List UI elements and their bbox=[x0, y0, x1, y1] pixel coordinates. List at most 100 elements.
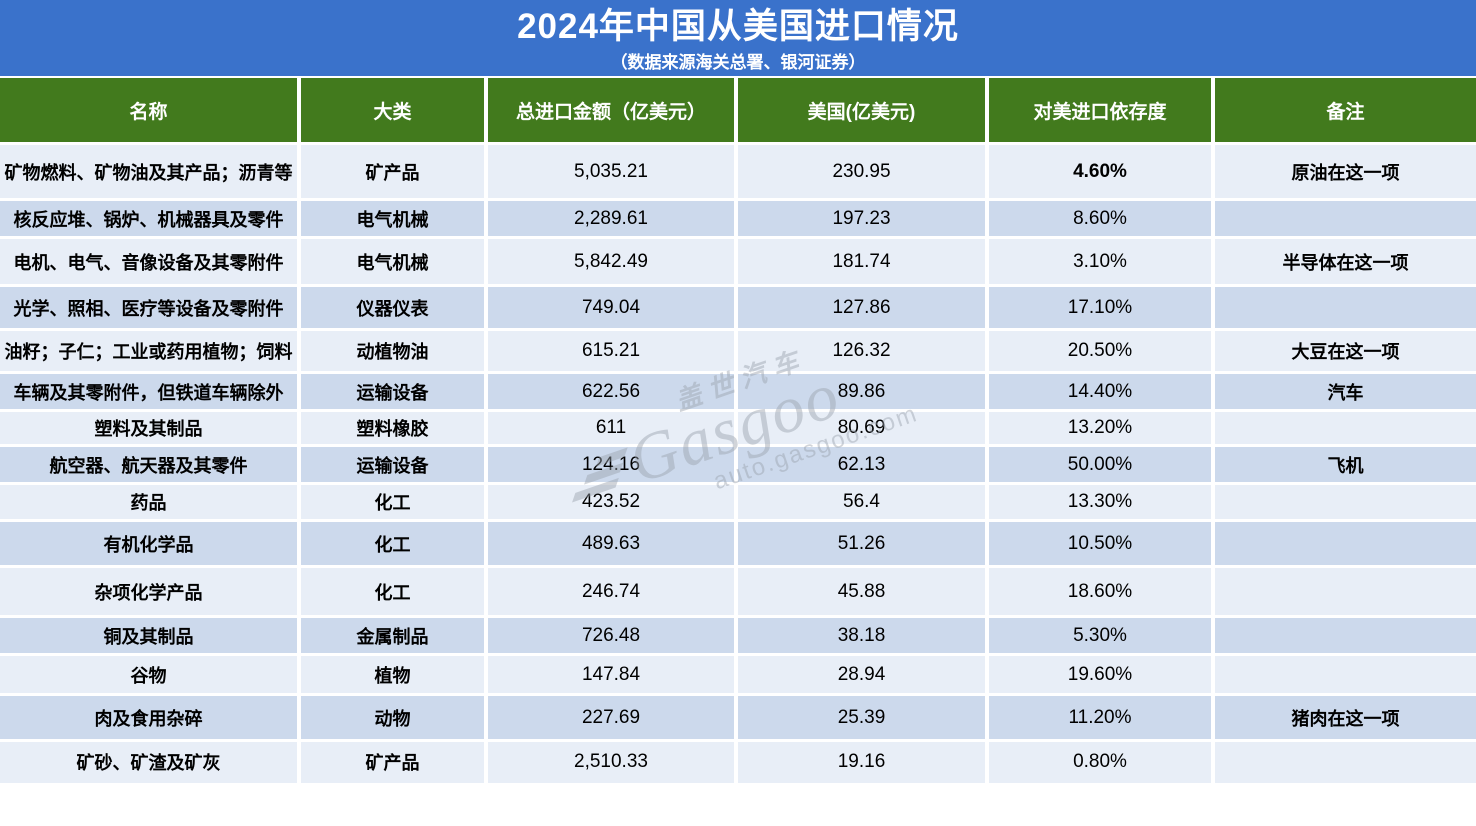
cell-category: 电气机械 bbox=[297, 198, 488, 239]
column-header-us: 美国(亿美元) bbox=[734, 78, 989, 145]
table-row: 矿砂、矿渣及矿灰 矿产品 2,510.33 19.16 0.80% bbox=[0, 739, 1476, 783]
cell-us: 230.95 bbox=[734, 142, 989, 201]
cell-name: 有机化学品 bbox=[0, 519, 301, 568]
cell-total: 423.52 bbox=[484, 482, 738, 522]
cell-note bbox=[1211, 615, 1476, 656]
table-row: 核反应堆、锅炉、机械器具及零件 电气机械 2,289.61 197.23 8.60% bbox=[0, 198, 1476, 239]
table-row: 车辆及其零附件，但铁道车辆除外 运输设备 622.56 89.86 14.40% 汽车 bbox=[0, 371, 1476, 412]
table-row: 电机、电气、音像设备及其零附件 电气机械 5,842.49 181.74 3.10% 半导… bbox=[0, 236, 1476, 287]
cell-note: 大豆在这一项 bbox=[1211, 328, 1476, 374]
cell-category: 仪器仪表 bbox=[297, 284, 488, 331]
cell-dependency: 13.20% bbox=[985, 409, 1215, 447]
cell-dependency: 5.30% bbox=[985, 615, 1215, 656]
cell-category: 化工 bbox=[297, 519, 488, 568]
cell-total: 227.69 bbox=[484, 693, 738, 742]
cell-dependency: 4.60% bbox=[985, 142, 1215, 201]
cell-total: 2,289.61 bbox=[484, 198, 738, 239]
column-header-total: 总进口金额（亿美元） bbox=[484, 78, 738, 145]
cell-total: 622.56 bbox=[484, 371, 738, 412]
cell-total: 489.63 bbox=[484, 519, 738, 568]
title-banner: 2024年中国从美国进口情况 （数据来源海关总署、银河证券） bbox=[0, 0, 1476, 76]
table-row: 铜及其制品 金属制品 726.48 38.18 5.30% bbox=[0, 615, 1476, 656]
cell-category: 塑料橡胶 bbox=[297, 409, 488, 447]
table-header-row: 名称 大类 总进口金额（亿美元） 美国(亿美元) 对美进口依存度 备注 bbox=[0, 78, 1476, 145]
cell-name: 谷物 bbox=[0, 653, 301, 696]
column-header-category: 大类 bbox=[297, 78, 488, 145]
cell-dependency: 17.10% bbox=[985, 284, 1215, 331]
cell-dependency: 20.50% bbox=[985, 328, 1215, 374]
cell-us: 127.86 bbox=[734, 284, 989, 331]
cell-total: 726.48 bbox=[484, 615, 738, 656]
cell-name: 油籽；子仁；工业或药用植物；饲料 bbox=[0, 328, 301, 374]
cell-note: 原油在这一项 bbox=[1211, 142, 1476, 201]
cell-name: 核反应堆、锅炉、机械器具及零件 bbox=[0, 198, 301, 239]
table-row: 药品 化工 423.52 56.4 13.30% bbox=[0, 482, 1476, 522]
column-header-dependency: 对美进口依存度 bbox=[985, 78, 1215, 145]
cell-us: 38.18 bbox=[734, 615, 989, 656]
cell-total: 147.84 bbox=[484, 653, 738, 696]
table-row: 光学、照相、医疗等设备及零附件 仪器仪表 749.04 127.86 17.10% bbox=[0, 284, 1476, 331]
cell-note: 半导体在这一项 bbox=[1211, 236, 1476, 287]
cell-dependency: 14.40% bbox=[985, 371, 1215, 412]
cell-total: 246.74 bbox=[484, 565, 738, 618]
table-row: 杂项化学产品 化工 246.74 45.88 18.60% bbox=[0, 565, 1476, 618]
cell-category: 矿产品 bbox=[297, 142, 488, 201]
cell-category: 运输设备 bbox=[297, 371, 488, 412]
cell-us: 62.13 bbox=[734, 444, 989, 485]
cell-dependency: 3.10% bbox=[985, 236, 1215, 287]
cell-category: 植物 bbox=[297, 653, 488, 696]
cell-us: 45.88 bbox=[734, 565, 989, 618]
page-subtitle: （数据来源海关总署、银河证券） bbox=[610, 53, 866, 72]
cell-note bbox=[1211, 284, 1476, 331]
cell-category: 动植物油 bbox=[297, 328, 488, 374]
cell-dependency: 8.60% bbox=[985, 198, 1215, 239]
cell-dependency: 19.60% bbox=[985, 653, 1215, 696]
cell-dependency: 13.30% bbox=[985, 482, 1215, 522]
cell-note: 汽车 bbox=[1211, 371, 1476, 412]
cell-dependency: 18.60% bbox=[985, 565, 1215, 618]
cell-category: 矿产品 bbox=[297, 739, 488, 783]
cell-total: 124.16 bbox=[484, 444, 738, 485]
cell-total: 611 bbox=[484, 409, 738, 447]
cell-us: 56.4 bbox=[734, 482, 989, 522]
cell-name: 肉及食用杂碎 bbox=[0, 693, 301, 742]
cell-us: 28.94 bbox=[734, 653, 989, 696]
cell-category: 化工 bbox=[297, 482, 488, 522]
table-row: 肉及食用杂碎 动物 227.69 25.39 11.20% 猪肉在这一项 bbox=[0, 693, 1476, 742]
cell-note: 飞机 bbox=[1211, 444, 1476, 485]
cell-us: 80.69 bbox=[734, 409, 989, 447]
cell-us: 25.39 bbox=[734, 693, 989, 742]
cell-name: 车辆及其零附件，但铁道车辆除外 bbox=[0, 371, 301, 412]
cell-dependency: 10.50% bbox=[985, 519, 1215, 568]
cell-note bbox=[1211, 198, 1476, 239]
cell-name: 光学、照相、医疗等设备及零附件 bbox=[0, 284, 301, 331]
cell-name: 电机、电气、音像设备及其零附件 bbox=[0, 236, 301, 287]
cell-us: 89.86 bbox=[734, 371, 989, 412]
cell-us: 19.16 bbox=[734, 739, 989, 783]
table-row: 有机化学品 化工 489.63 51.26 10.50% bbox=[0, 519, 1476, 568]
table-row: 油籽；子仁；工业或药用植物；饲料 动植物油 615.21 126.32 20.50% 大豆… bbox=[0, 328, 1476, 374]
cell-note: 猪肉在这一项 bbox=[1211, 693, 1476, 742]
cell-note bbox=[1211, 409, 1476, 447]
cell-category: 运输设备 bbox=[297, 444, 488, 485]
cell-note bbox=[1211, 565, 1476, 618]
column-header-name: 名称 bbox=[0, 78, 301, 145]
cell-name: 杂项化学产品 bbox=[0, 565, 301, 618]
cell-note bbox=[1211, 653, 1476, 696]
cell-us: 126.32 bbox=[734, 328, 989, 374]
cell-total: 5,035.21 bbox=[484, 142, 738, 201]
cell-note bbox=[1211, 739, 1476, 783]
cell-dependency: 50.00% bbox=[985, 444, 1215, 485]
cell-category: 电气机械 bbox=[297, 236, 488, 287]
cell-dependency: 0.80% bbox=[985, 739, 1215, 783]
table-row: 矿物燃料、矿物油及其产品；沥青等 矿产品 5,035.21 230.95 4.60% 原油… bbox=[0, 142, 1476, 201]
cell-total: 615.21 bbox=[484, 328, 738, 374]
cell-name: 塑料及其制品 bbox=[0, 409, 301, 447]
cell-total: 5,842.49 bbox=[484, 236, 738, 287]
cell-total: 2,510.33 bbox=[484, 739, 738, 783]
cell-name: 航空器、航天器及其零件 bbox=[0, 444, 301, 485]
cell-category: 动物 bbox=[297, 693, 488, 742]
cell-dependency: 11.20% bbox=[985, 693, 1215, 742]
cell-note bbox=[1211, 519, 1476, 568]
table-row: 塑料及其制品 塑料橡胶 611 80.69 13.20% bbox=[0, 409, 1476, 447]
